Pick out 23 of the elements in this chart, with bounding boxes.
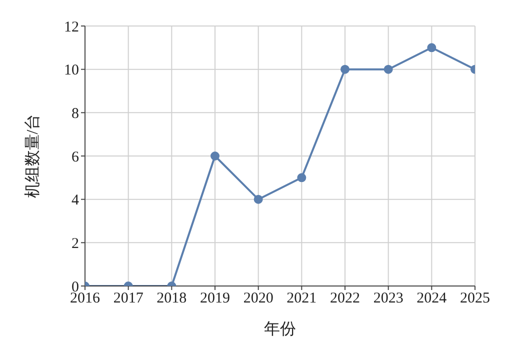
x-tick-label: 2021 bbox=[286, 290, 317, 307]
point bbox=[384, 64, 393, 74]
point bbox=[340, 64, 350, 74]
y-axis-title: 机组数量/台 bbox=[24, 114, 42, 198]
x-tick-label: 2025 bbox=[460, 290, 490, 307]
point bbox=[297, 173, 306, 182]
x-tick-label: 2024 bbox=[416, 290, 448, 307]
point bbox=[254, 194, 263, 204]
y-tick-label: 8 bbox=[72, 106, 79, 122]
y-tick-label: 6 bbox=[72, 149, 80, 166]
x-tick-label: 2020 bbox=[243, 290, 274, 307]
x-tick-label: 2018 bbox=[156, 290, 187, 307]
y-tick-label: 4 bbox=[72, 192, 80, 209]
y-tick-label: 10 bbox=[64, 62, 79, 79]
x-tick-label: 2023 bbox=[373, 290, 404, 307]
x-tick-label: 2017 bbox=[113, 290, 144, 307]
point bbox=[210, 152, 220, 160]
x-tick-label: 2019 bbox=[200, 290, 230, 307]
y-tick-label: 12 bbox=[64, 19, 79, 36]
y-tick-label: 2 bbox=[72, 236, 79, 252]
x-axis-title: 年份 bbox=[264, 321, 296, 338]
x-tick-label: 2022 bbox=[330, 290, 360, 307]
point bbox=[427, 43, 436, 52]
